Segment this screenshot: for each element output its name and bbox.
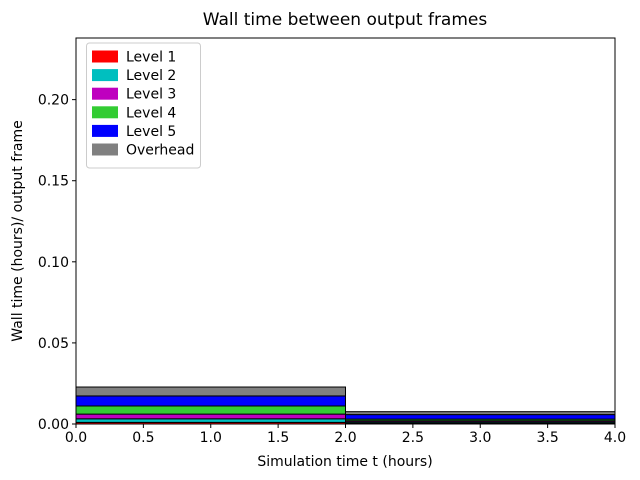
bar-segment-overhead-bar0 xyxy=(75,386,346,397)
bars-group xyxy=(75,386,616,425)
legend-swatch-level-4 xyxy=(92,106,118,119)
x-tick-label: 1.0 xyxy=(200,430,222,446)
legend-label-level-5: Level 5 xyxy=(126,124,176,140)
legend-label-level-4: Level 4 xyxy=(126,105,176,121)
bar-segment-level-3-bar0 xyxy=(75,413,346,420)
legend-label-level-1: Level 1 xyxy=(126,50,176,66)
bar-segment-level-4-bar0 xyxy=(75,405,346,415)
x-tick-label: 0.0 xyxy=(65,430,87,446)
x-tick-label: 3.5 xyxy=(536,430,558,446)
bar-segment-overhead-bar1 xyxy=(345,411,616,416)
legend-label-level-3: Level 3 xyxy=(126,87,176,103)
y-axis-label: Wall time (hours)/ output frame xyxy=(10,120,26,341)
legend-swatch-level-5 xyxy=(92,124,118,137)
axes-group: 0.0 0.5 1.0 1.5 2.0 2.5 3.0 3.5 4.0 0.00 0.05 0.10 0… xyxy=(38,37,626,446)
y-tick-label: 0.10 xyxy=(38,255,69,271)
x-tick-label: 3.0 xyxy=(469,430,491,446)
x-tick-label: 4.0 xyxy=(604,430,626,446)
legend-label-overhead: Overhead xyxy=(126,143,194,159)
bar-segment-level-2-bar0 xyxy=(75,418,346,423)
y-tick-label: 0.20 xyxy=(38,93,69,109)
legend-swatch-overhead xyxy=(92,143,118,156)
legend-label-level-2: Level 2 xyxy=(126,68,176,84)
chart-title: Wall time between output frames xyxy=(203,10,488,30)
x-axis-label: Simulation time t (hours) xyxy=(257,454,432,470)
x-tick-label: 2.5 xyxy=(402,430,424,446)
legend-swatch-level-2 xyxy=(92,69,118,82)
x-tick-label: 2.0 xyxy=(334,430,356,446)
y-tick-label: 0.15 xyxy=(38,174,69,190)
x-tick-label: 0.5 xyxy=(132,430,154,446)
y-tick-label: 0.05 xyxy=(38,336,69,352)
legend-swatch-level-3 xyxy=(92,87,118,100)
x-tick-label: 1.5 xyxy=(267,430,289,446)
y-tick-label: 0.00 xyxy=(38,417,69,433)
bar-segment-level-5-bar0 xyxy=(75,395,346,407)
legend: Level 1 Level 2 Level 3 Level 4 Level 5 Overh… xyxy=(86,42,201,169)
bar-segment-level-5-bar1 xyxy=(345,414,616,420)
legend-swatch-level-1 xyxy=(92,50,118,63)
